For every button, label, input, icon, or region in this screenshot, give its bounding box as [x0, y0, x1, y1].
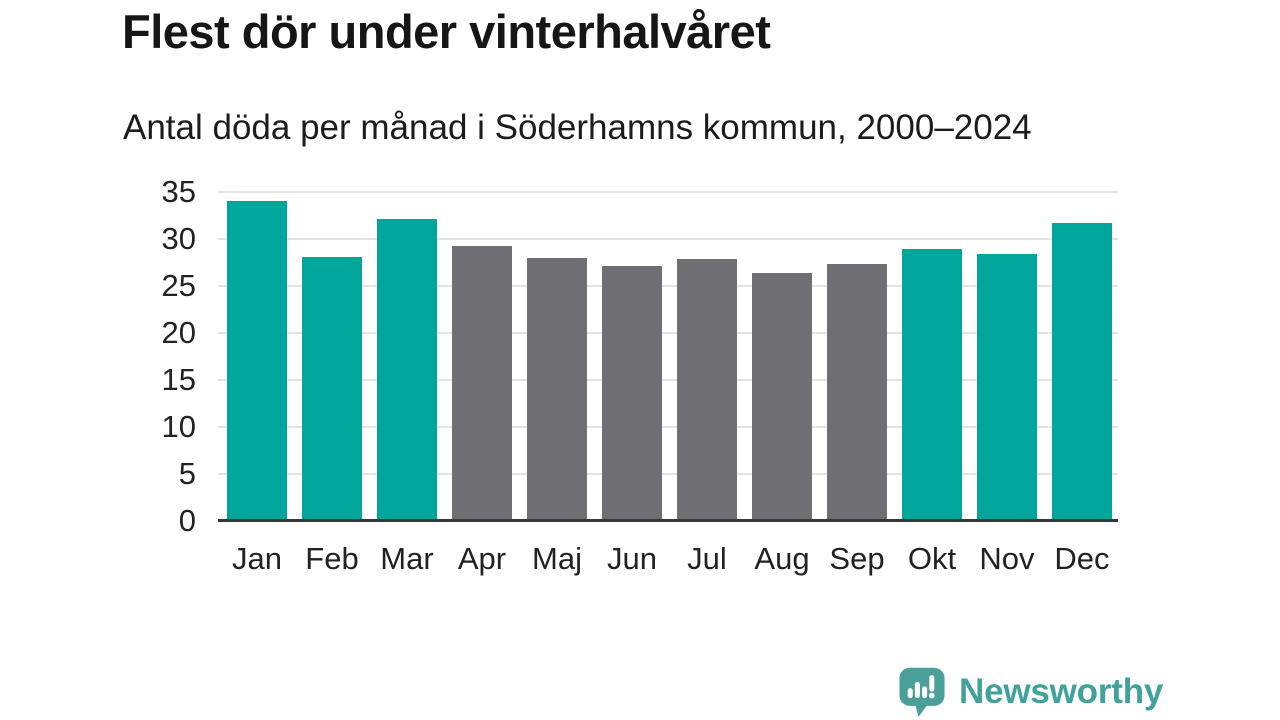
plot-area [218, 191, 1118, 522]
bar-jul [677, 258, 737, 521]
bar-jun [602, 266, 662, 521]
bar-okt [902, 249, 962, 521]
x-axis-line [218, 519, 1118, 522]
bar-jan [227, 201, 287, 521]
branding-footer: Newsworthy [896, 665, 1163, 719]
x-tick-label-dec: Dec [1054, 541, 1110, 576]
y-tick-label-30: 30 [161, 221, 196, 256]
bar-mar [377, 219, 437, 521]
newsworthy-logo-icon [896, 665, 948, 719]
bar-dec [1052, 223, 1112, 521]
x-tick-label-jun: Jun [607, 541, 657, 576]
y-tick-label-20: 20 [161, 315, 196, 350]
x-tick-label-nov: Nov [979, 541, 1035, 576]
y-tick-label-0: 0 [178, 503, 196, 538]
x-tick-label-okt: Okt [907, 541, 957, 576]
x-tick-label-jan: Jan [232, 541, 282, 576]
y-tick-label-5: 5 [178, 456, 196, 491]
gridline-30 [218, 238, 1118, 240]
bar-maj [527, 257, 587, 521]
x-tick-label-sep: Sep [829, 541, 885, 576]
bar-feb [302, 256, 362, 521]
y-tick-label-15: 15 [161, 362, 196, 397]
gridline-20 [218, 332, 1118, 334]
x-tick-label-feb: Feb [305, 541, 359, 576]
chart-title: Flest dör under vinterhalvåret [122, 5, 771, 58]
bar-nov [977, 254, 1037, 521]
y-tick-label-35: 35 [161, 174, 196, 209]
bar-sep [827, 264, 887, 521]
gridline-5 [218, 473, 1118, 475]
y-tick-label-10: 10 [161, 409, 196, 444]
bar-apr [452, 245, 512, 521]
y-tick-label-25: 25 [161, 268, 196, 303]
gridline-15 [218, 379, 1118, 381]
gridline-35 [218, 191, 1118, 193]
x-tick-label-apr: Apr [457, 541, 507, 576]
x-tick-label-aug: Aug [754, 541, 810, 576]
x-tick-label-mar: Mar [380, 541, 434, 576]
gridline-10 [218, 426, 1118, 428]
x-tick-label-maj: Maj [532, 541, 582, 576]
chart-subtitle: Antal döda per månad i Söderhamns kommun… [123, 108, 1032, 147]
x-tick-label-jul: Jul [687, 541, 727, 576]
gridline-25 [218, 285, 1118, 287]
bar-aug [752, 272, 812, 521]
branding-name: Newsworthy [959, 672, 1164, 711]
